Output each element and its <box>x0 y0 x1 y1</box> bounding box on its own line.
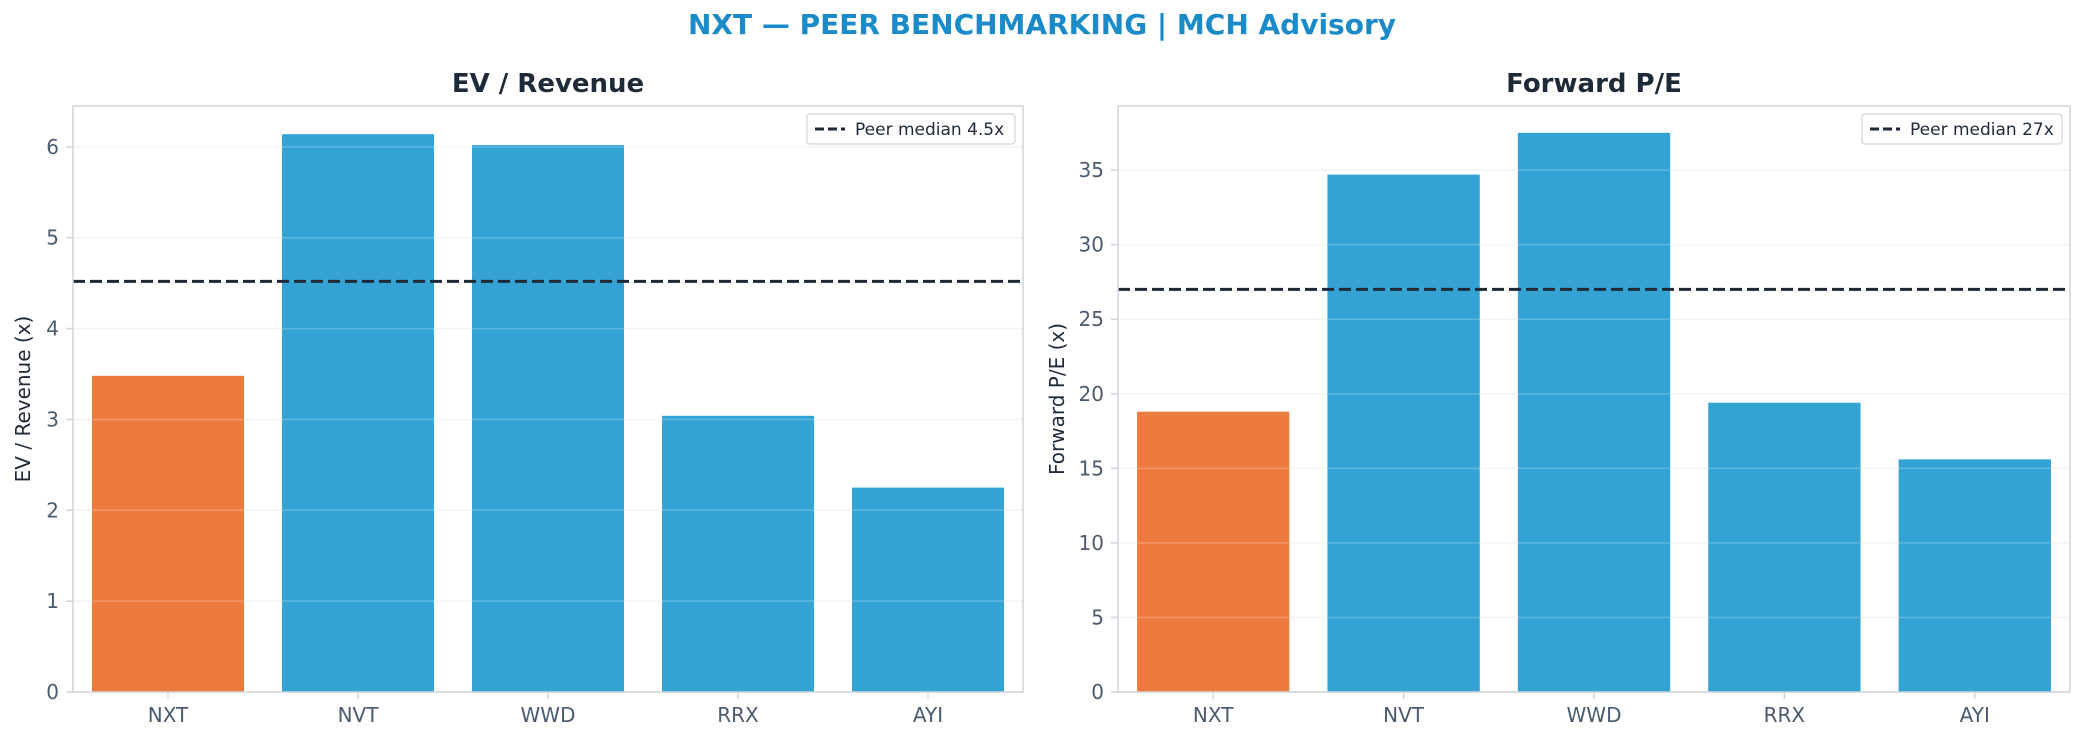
bar-ayi <box>1898 459 2051 692</box>
y-tick-label: 20 <box>1079 382 1104 406</box>
y-axis-label: EV / Revenue (x) <box>11 316 35 483</box>
y-tick-label: 4 <box>46 317 59 341</box>
y-tick-label: 5 <box>1091 605 1104 629</box>
x-tick-label: WWD <box>1567 703 1622 727</box>
bar-rrx <box>1708 402 1861 692</box>
legend-label: Peer median 4.5x <box>855 120 1004 140</box>
x-tick-label: NXT <box>148 703 189 727</box>
panel-title: Forward P/E <box>1506 69 1682 99</box>
x-tick-label: NXT <box>1193 703 1234 727</box>
panel-title: EV / Revenue <box>452 69 644 99</box>
y-tick-label: 1 <box>46 589 59 613</box>
x-tick-label: AYI <box>1960 703 1990 727</box>
legend: Peer median 27x <box>1861 113 2063 145</box>
y-tick-label: 0 <box>1091 680 1104 704</box>
legend: Peer median 4.5x <box>806 113 1016 145</box>
x-tick-label: NVT <box>338 703 380 727</box>
bar-nxt <box>1137 411 1290 692</box>
y-tick-label: 10 <box>1079 531 1104 555</box>
y-tick-label: 5 <box>46 226 59 250</box>
bar-wwd <box>472 145 624 693</box>
figure-title: NXT — PEER BENCHMARKING | MCH Advisory <box>687 8 1397 41</box>
y-tick-label: 30 <box>1079 233 1104 257</box>
x-tick-label: RRX <box>1764 703 1806 727</box>
legend-box <box>806 113 1016 145</box>
x-tick-label: WWD <box>521 703 576 727</box>
x-tick-label: NVT <box>1383 703 1425 727</box>
y-tick-label: 25 <box>1079 307 1104 331</box>
panel-forward-pe: Forward P/E 0 5 10 15 20 25 30 35 NXT NVT WWD RRX AYI… <box>1045 69 2071 727</box>
bar-rrx <box>662 415 814 692</box>
legend-label: Peer median 27x <box>1910 120 2054 140</box>
legend-box <box>1861 113 2063 145</box>
y-tick-label: 3 <box>46 407 59 431</box>
y-tick-label: 0 <box>46 680 59 704</box>
bar-wwd <box>1517 132 1671 692</box>
bar-nvt <box>282 134 434 693</box>
x-tick-label: AYI <box>913 703 943 727</box>
y-tick-label: 2 <box>46 498 59 522</box>
panel-ev-revenue: EV / Revenue 0 1 2 3 4 5 6 NXT NVT WWD RRX AYI EV / R… <box>11 69 1024 727</box>
bar-nxt <box>92 375 244 692</box>
y-tick-label: 6 <box>46 135 59 159</box>
y-tick-label: 35 <box>1079 158 1104 182</box>
y-axis-label: Forward P/E (x) <box>1045 323 1069 475</box>
bar-nvt <box>1327 174 1480 692</box>
bar-ayi <box>852 487 1004 692</box>
y-tick-label: 15 <box>1079 456 1104 480</box>
x-tick-label: RRX <box>717 703 759 727</box>
